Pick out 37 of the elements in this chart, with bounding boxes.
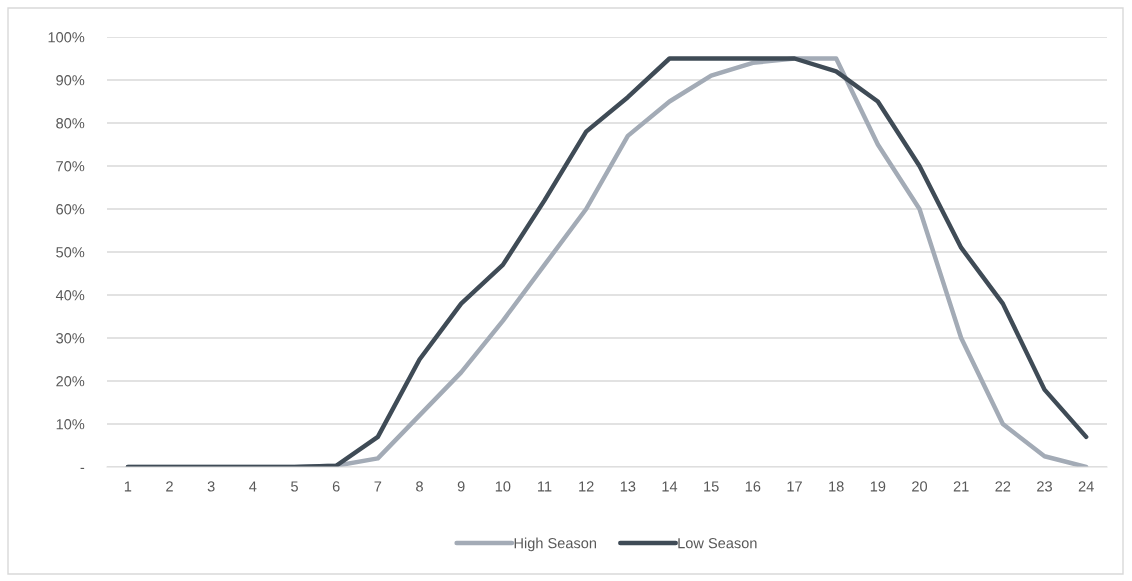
y-tick-label: 80% — [56, 118, 85, 129]
y-tick-label: 90% — [56, 75, 85, 86]
x-tick-label: 10 — [495, 481, 511, 492]
y-tick-label: 40% — [55, 290, 85, 301]
x-tick-label: 23 — [1037, 481, 1052, 492]
x-tick-label: 17 — [787, 481, 802, 492]
x-tick-label: 8 — [416, 481, 423, 492]
y-tick-label: 30% — [56, 333, 85, 344]
x-tick-label: 2 — [166, 481, 173, 492]
x-tick-label: 12 — [579, 481, 594, 492]
x-tick-label: 7 — [374, 481, 382, 492]
y-tick-label: 50% — [56, 247, 85, 258]
y-tick-label: - — [80, 467, 85, 469]
y-tick-label: 60% — [56, 204, 85, 215]
x-tick-label: 15 — [704, 481, 719, 492]
x-tick-label: 6 — [332, 481, 340, 492]
x-tick-label: 14 — [662, 481, 678, 492]
y-tick-label: 20% — [56, 376, 85, 387]
y-tick-label: 10% — [56, 419, 85, 430]
x-tick-label: 20 — [912, 481, 928, 492]
x-tick-label: 16 — [745, 481, 761, 492]
x-tick-label: 4 — [249, 481, 257, 492]
x-tick-label: 1 — [124, 481, 132, 492]
legend-label: High Season — [514, 537, 597, 552]
x-tick-label: 21 — [953, 481, 969, 492]
x-tick-label: 5 — [291, 481, 298, 492]
y-tick-label: 100% — [48, 32, 85, 43]
x-tick-label: 22 — [995, 481, 1011, 492]
x-tick-label: 9 — [457, 481, 465, 492]
legend-label: Low Season — [678, 537, 757, 549]
x-tick-label: 13 — [620, 481, 636, 492]
y-tick-label: 70% — [56, 161, 85, 172]
x-tick-label: 11 — [538, 481, 552, 492]
x-tick-label: 18 — [829, 481, 844, 492]
x-tick-label: 3 — [207, 481, 215, 492]
x-tick-label: 24 — [1078, 481, 1094, 492]
x-tick-label: 19 — [870, 481, 886, 492]
